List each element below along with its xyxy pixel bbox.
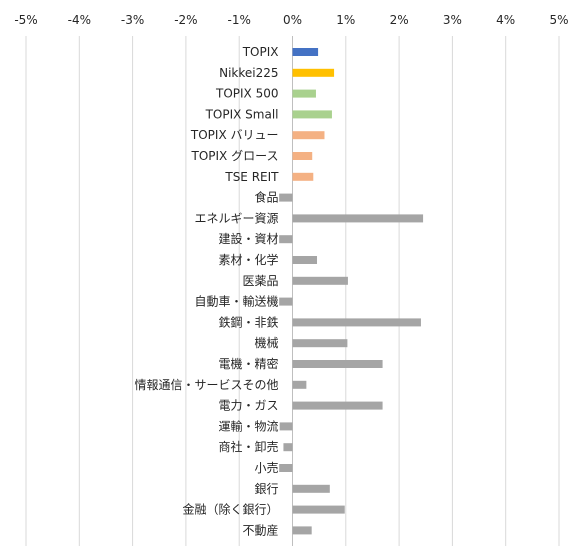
bar: [283, 443, 293, 452]
bar: [292, 360, 383, 368]
category-label: 自動車・輸送機: [194, 294, 278, 309]
category-label: 小売: [254, 460, 278, 475]
category-label: 運輸・物流: [218, 418, 278, 433]
category-label: 電力・ガス: [218, 399, 278, 413]
category-label: TOPIX バリュー: [190, 128, 279, 142]
grid: [25, 36, 560, 546]
bar: [292, 380, 307, 389]
bar: [292, 526, 312, 535]
bar: [292, 505, 345, 514]
x-tick-label: -1%: [228, 13, 251, 27]
category-label: 電機・精密: [218, 356, 278, 371]
bar: [292, 256, 318, 264]
bar: [292, 152, 313, 160]
x-tick-label: -3%: [121, 13, 144, 27]
bar: [292, 318, 421, 327]
category-label: 商社・卸売: [218, 439, 278, 454]
x-tick-label: 1%: [336, 13, 355, 27]
category-label: 建設・資材: [218, 231, 278, 246]
category-label: 素材・化学: [218, 252, 278, 267]
x-tick-label: -5%: [14, 13, 37, 27]
bar: [292, 68, 335, 77]
category-label: 食品: [254, 190, 278, 205]
bar: [292, 89, 316, 98]
category-label: 機械: [254, 335, 278, 350]
category-label: 情報通信・サービスその他: [134, 378, 278, 392]
category-label: 鉄鋼・非鉄: [218, 314, 278, 329]
category-label: 医薬品: [242, 274, 278, 288]
bar: [279, 297, 293, 306]
x-tick-label: 2%: [390, 13, 409, 27]
bar: [279, 464, 293, 472]
category-label: 銀行: [254, 482, 278, 496]
bar: [292, 214, 424, 223]
x-tick-label: 5%: [549, 13, 568, 27]
bar: [292, 110, 332, 119]
category-label: TOPIX Small: [205, 107, 279, 121]
x-tick-label: 3%: [443, 13, 462, 27]
x-tick-label: 4%: [496, 13, 515, 27]
bar: [292, 339, 348, 348]
bar: [292, 484, 330, 493]
category-label: 金融（除く銀行）: [182, 502, 278, 517]
category-label: TOPIX グロース: [191, 149, 279, 163]
x-tick-label: 0%: [283, 13, 302, 27]
bars: [279, 48, 424, 535]
category-label: TOPIX: [242, 45, 279, 59]
category-label: エネルギー資源: [194, 211, 278, 225]
category-label: 不動産: [242, 522, 278, 537]
category-label: TOPIX 500: [215, 87, 279, 101]
bar: [292, 401, 383, 410]
bar: [292, 276, 348, 285]
category-label: Nikkei225: [219, 66, 278, 80]
bar: [279, 193, 293, 202]
category-labels: TOPIX Nikkei225 TOPIX 500 TOPIX Small TOPIX …: [134, 45, 279, 537]
bar: [279, 235, 293, 244]
bar: [279, 422, 293, 431]
x-tick-label: -2%: [174, 13, 197, 27]
x-axis-ticks: -5% -4% -3% -2% -1% 0% 1% 2% 3% 4% 5%: [14, 13, 568, 27]
x-tick-label: -4%: [68, 13, 91, 27]
bar: [292, 131, 325, 140]
bar: [292, 48, 319, 56]
bar: [292, 172, 314, 181]
category-label: TSE REIT: [224, 170, 279, 184]
